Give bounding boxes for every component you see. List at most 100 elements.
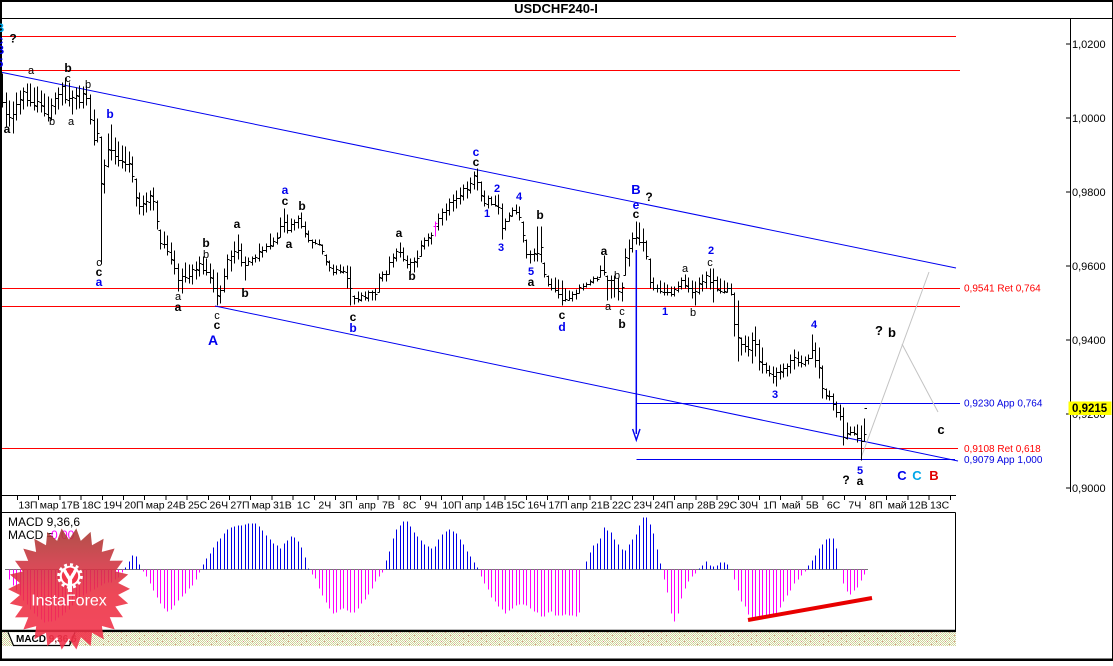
svg-text:23Ч: 23Ч <box>633 500 652 512</box>
svg-text:5: 5 <box>857 465 863 477</box>
svg-text:b: b <box>888 325 896 340</box>
svg-text:4: 4 <box>811 319 818 331</box>
svg-text:мар: мар <box>40 500 59 512</box>
svg-text:c: c <box>96 257 102 269</box>
svg-text:b: b <box>618 317 625 331</box>
svg-text:27П: 27П <box>230 500 249 512</box>
svg-text:a: a <box>682 263 689 275</box>
svg-text:b: b <box>349 321 356 335</box>
svg-text:?: ? <box>9 32 16 46</box>
svg-text:a: a <box>282 183 289 197</box>
svg-text:c: c <box>65 73 71 85</box>
svg-text:3: 3 <box>772 389 778 401</box>
svg-text:апр: апр <box>571 500 589 512</box>
svg-text:a: a <box>396 226 403 240</box>
svg-text:1: 1 <box>484 208 490 220</box>
svg-text:b: b <box>536 208 543 222</box>
svg-text:c: c <box>559 308 566 322</box>
svg-text:InstaForex: InstaForex <box>31 593 107 610</box>
svg-text:18С: 18С <box>82 500 102 512</box>
svg-text:мар: мар <box>146 500 165 512</box>
svg-text:14В: 14В <box>485 500 504 512</box>
svg-text:B: B <box>0 21 5 35</box>
svg-text:1С: 1С <box>297 500 311 512</box>
svg-text:7Ч: 7Ч <box>848 500 861 512</box>
svg-text:C: C <box>912 468 922 483</box>
svg-text:b: b <box>298 199 305 213</box>
svg-text:a: a <box>857 474 864 488</box>
svg-text:26Ч: 26Ч <box>209 500 228 512</box>
svg-text:b: b <box>203 249 209 261</box>
svg-text:a: a <box>96 275 103 289</box>
svg-text:2Ч: 2Ч <box>318 500 331 512</box>
svg-text:0,9230 App 0,764: 0,9230 App 0,764 <box>964 399 1043 410</box>
svg-text:0,9800: 0,9800 <box>1072 187 1106 199</box>
svg-text:19Ч: 19Ч <box>103 500 122 512</box>
svg-text:1П: 1П <box>763 500 776 512</box>
svg-text:a: a <box>175 300 182 314</box>
svg-text:a: a <box>601 244 608 258</box>
svg-text:c: c <box>96 265 103 279</box>
svg-text:b: b <box>408 269 415 283</box>
svg-text:?: ? <box>842 473 849 487</box>
svg-text:5: 5 <box>528 266 534 278</box>
svg-text:c: c <box>282 194 289 208</box>
svg-text:a: a <box>68 116 75 128</box>
svg-text:15С: 15С <box>506 500 526 512</box>
svg-text:1: 1 <box>662 306 668 318</box>
svg-text:a: a <box>605 301 612 313</box>
svg-text:a: a <box>528 275 535 289</box>
svg-text:a: a <box>175 291 182 303</box>
svg-text:c: c <box>350 310 357 324</box>
svg-text:b: b <box>85 79 91 91</box>
svg-text:MACD 9,36,6: MACD 9,36,6 <box>8 515 80 529</box>
svg-text:1,0200: 1,0200 <box>1072 39 1106 51</box>
svg-text:13С: 13С <box>930 500 950 512</box>
svg-text:B: B <box>929 468 938 483</box>
svg-text:0,9541 Ret 0,764: 0,9541 Ret 0,764 <box>964 284 1041 295</box>
svg-text:21В: 21В <box>591 500 610 512</box>
svg-text:май: май <box>888 500 907 512</box>
svg-text:c: c <box>214 310 220 322</box>
svg-text:4: 4 <box>516 191 523 203</box>
svg-text:апр: апр <box>465 500 483 512</box>
svg-text:C: C <box>897 468 907 483</box>
svg-text:c: c <box>619 306 625 318</box>
svg-text:16Ч: 16Ч <box>527 500 546 512</box>
svg-text:28В: 28В <box>697 500 716 512</box>
svg-text:10П: 10П <box>442 500 461 512</box>
svg-text:c: c <box>214 318 221 332</box>
svg-text:0,9079 App 1,000: 0,9079 App 1,000 <box>964 455 1043 466</box>
svg-text:1,0000: 1,0000 <box>1072 113 1106 125</box>
svg-text:5: 5 <box>0 56 4 70</box>
svg-text:22С: 22С <box>612 500 632 512</box>
svg-text:?: ? <box>875 323 883 338</box>
svg-text:b: b <box>64 61 71 75</box>
svg-text:b: b <box>614 270 620 282</box>
svg-text:0,9000: 0,9000 <box>1072 483 1106 495</box>
svg-text:c: c <box>473 155 480 169</box>
svg-text:c: c <box>633 207 640 221</box>
svg-text:B: B <box>631 182 640 197</box>
svg-text:b: b <box>106 107 113 121</box>
svg-text:B: B <box>0 43 5 57</box>
svg-text:a: a <box>4 122 11 136</box>
svg-text:апр: апр <box>359 500 377 512</box>
svg-text:29С: 29С <box>718 500 738 512</box>
svg-text:31В: 31В <box>273 500 292 512</box>
svg-text:b: b <box>202 236 209 250</box>
svg-text:a: a <box>286 237 293 251</box>
svg-text:USDCHF240-I: USDCHF240-I <box>514 1 598 16</box>
svg-text:8С: 8С <box>403 500 417 512</box>
svg-text:MACD =: MACD = <box>8 528 54 542</box>
svg-text:24П: 24П <box>654 500 673 512</box>
svg-text:c: c <box>473 145 480 159</box>
svg-text:7В: 7В <box>382 500 395 512</box>
svg-text:a: a <box>28 65 35 77</box>
svg-text:9Ч: 9Ч <box>424 500 437 512</box>
svg-text:c: c <box>707 257 713 269</box>
svg-text:24В: 24В <box>167 500 186 512</box>
svg-text:25С: 25С <box>188 500 208 512</box>
svg-text:0,9108 Ret 0,618: 0,9108 Ret 0,618 <box>964 444 1041 455</box>
svg-text:мар: мар <box>252 500 271 512</box>
